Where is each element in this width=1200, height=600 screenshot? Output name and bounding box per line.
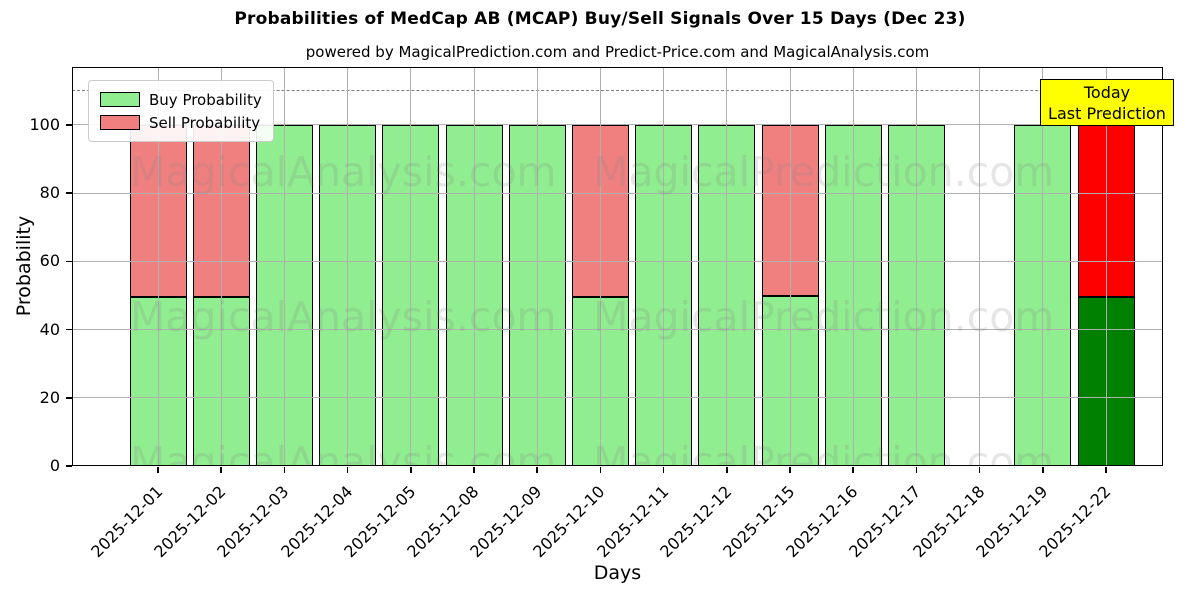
y-axis-label: Probability [13, 215, 35, 317]
y-tick-mark [66, 260, 72, 263]
y-tick-label: 40 [39, 319, 60, 339]
x-tick-mark [473, 467, 475, 473]
y-gridline [72, 124, 1163, 126]
legend-label-sell: Sell Probability [149, 113, 261, 132]
x-gridline [726, 67, 728, 466]
y-tick-label: 60 [39, 251, 60, 271]
legend-item-sell: Sell Probability [100, 111, 262, 134]
x-tick-mark [220, 467, 222, 473]
x-tick-mark [1042, 467, 1044, 473]
x-gridline [789, 67, 791, 466]
x-tick-mark [410, 467, 412, 473]
x-gridline [915, 67, 917, 466]
x-tick-mark [346, 467, 349, 473]
y-gridline [72, 192, 1163, 194]
today-annotation-line1: Today [1083, 82, 1131, 102]
y-tick-label: 80 [39, 183, 60, 203]
x-gridline [347, 67, 349, 466]
y-tick-label: 20 [39, 387, 60, 407]
x-gridline [599, 67, 601, 466]
y-tick-mark [66, 192, 72, 194]
y-tick-mark [66, 328, 72, 331]
y-tick-mark [66, 465, 72, 467]
x-gridline [1042, 67, 1044, 466]
x-gridline [663, 67, 665, 466]
y-gridline [72, 397, 1163, 399]
x-tick-mark [915, 467, 918, 473]
x-gridline [473, 67, 475, 466]
chart-subtitle: powered by MagicalPrediction.com and Pre… [305, 43, 930, 61]
x-tick-mark [1105, 467, 1107, 473]
y-gridline [72, 329, 1163, 331]
x-gridline [157, 67, 159, 466]
legend-label-buy: Buy Probability [149, 90, 262, 109]
x-gridline [410, 67, 412, 466]
x-gridline [852, 67, 854, 466]
x-tick-mark [789, 467, 791, 473]
legend: Buy Probability Sell Probability [88, 80, 274, 142]
y-tick-label: 100 [29, 114, 60, 134]
x-gridline [979, 67, 981, 466]
x-gridline [536, 67, 538, 466]
y-gridline [72, 260, 1163, 262]
x-tick-mark [662, 467, 665, 473]
x-axis-label: Days [593, 562, 642, 584]
chart-title: Probabilities of MedCap AB (MCAP) Buy/Se… [234, 9, 966, 29]
x-tick-mark [157, 467, 159, 473]
today-annotation: Today Last Prediction [1040, 79, 1174, 126]
x-tick-mark [599, 467, 602, 473]
x-tick-mark [978, 467, 981, 473]
y-tick-mark [66, 124, 72, 126]
x-gridline [1105, 67, 1107, 466]
legend-item-buy: Buy Probability [100, 88, 262, 111]
x-tick-mark [536, 467, 538, 473]
x-gridline [220, 67, 222, 466]
x-tick-mark [852, 467, 854, 473]
sell-probability-swatch [100, 115, 140, 130]
x-gridline [283, 67, 285, 466]
dashed-reference-line [72, 90, 1163, 92]
buy-probability-swatch [100, 92, 140, 107]
y-tick-mark [66, 397, 72, 399]
today-annotation-line2: Last Prediction [1048, 103, 1166, 123]
x-tick-mark [726, 467, 728, 473]
y-tick-label: 0 [49, 456, 60, 475]
x-tick-mark [283, 467, 286, 473]
